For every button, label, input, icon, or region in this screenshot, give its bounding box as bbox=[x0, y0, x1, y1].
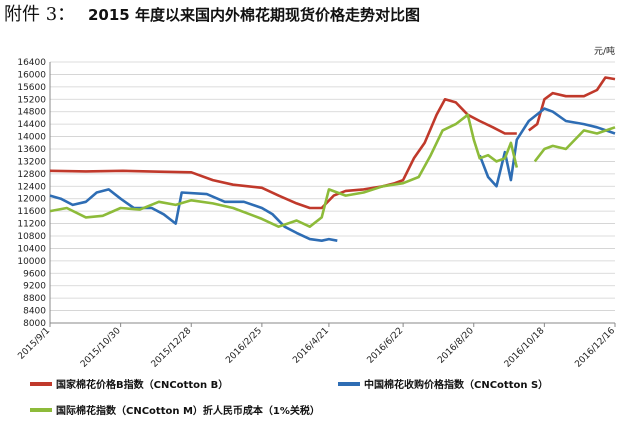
series-line bbox=[528, 76, 616, 132]
x-tick-label: 2016/8/20 bbox=[436, 326, 476, 366]
x-tick-label: 2015/12/28 bbox=[150, 326, 194, 370]
legend-label: 中国棉花收购价格指数（CNCotton S） bbox=[364, 378, 548, 391]
legend-label: 国家棉花价格B指数（CNCotton B） bbox=[56, 378, 228, 391]
y-tick-label: 15600 bbox=[17, 83, 46, 93]
x-tick-label: 2015/10/30 bbox=[79, 326, 123, 370]
series-line bbox=[533, 126, 616, 163]
x-tick-label: 2016/2/25 bbox=[224, 326, 264, 366]
y-tick-label: 14400 bbox=[17, 120, 46, 130]
x-tick-label: 2016/10/18 bbox=[503, 326, 547, 370]
x-tick-label: 2016/6/22 bbox=[366, 326, 406, 366]
y-tick-label: 10400 bbox=[17, 244, 46, 254]
legend-label: 国际棉花指数（CNCotton M）折人民币成本（1%关税） bbox=[56, 404, 320, 417]
y-tick-label: 9600 bbox=[23, 269, 46, 279]
y-tick-label: 12400 bbox=[17, 182, 46, 192]
y-unit: 元/吨 bbox=[594, 45, 615, 57]
y-tick-label: 16000 bbox=[17, 70, 46, 80]
annotation: 附件 3： bbox=[4, 4, 75, 25]
y-tick-label: 9200 bbox=[23, 282, 46, 292]
x-tick-label: 2015/9/1 bbox=[16, 326, 52, 362]
y-tick-label: 8400 bbox=[23, 307, 46, 317]
y-tick-label: 15200 bbox=[17, 95, 46, 105]
y-tick-label: 8800 bbox=[23, 294, 46, 304]
y-tick-label: 10000 bbox=[17, 257, 46, 267]
y-tick-label: 14800 bbox=[17, 108, 46, 118]
x-tick-label: 2016/4/21 bbox=[291, 326, 331, 366]
y-tick-label: 13600 bbox=[17, 145, 46, 155]
series-line bbox=[49, 98, 517, 210]
y-tick-label: 13200 bbox=[17, 157, 46, 167]
y-tick-label: 11200 bbox=[17, 220, 46, 230]
x-tick-label: 2016/12/16 bbox=[573, 326, 617, 370]
y-tick-label: 10800 bbox=[17, 232, 46, 242]
series-line bbox=[49, 188, 338, 242]
y-tick-label: 14000 bbox=[17, 133, 46, 143]
chart-title: 2015 年度以来国内外棉花期现货价格走势对比图 bbox=[88, 6, 420, 24]
y-tick-label: 8000 bbox=[23, 319, 46, 329]
y-tick-label: 12800 bbox=[17, 170, 46, 180]
y-tick-label: 12000 bbox=[17, 195, 46, 205]
y-tick-label: 16400 bbox=[17, 58, 46, 68]
series-line bbox=[478, 107, 616, 188]
y-tick-label: 11600 bbox=[17, 207, 46, 217]
series-line bbox=[49, 113, 519, 228]
